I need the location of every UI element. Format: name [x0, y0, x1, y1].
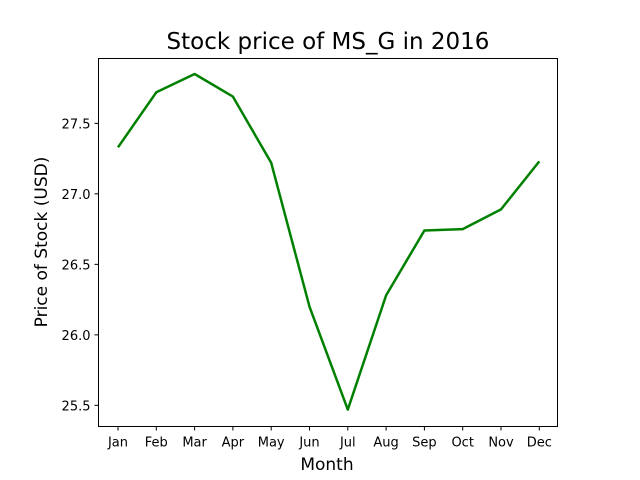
x-tick-label: Mar: [182, 436, 207, 451]
x-tick-label: May: [258, 436, 285, 451]
y-tick-label: 26.5: [62, 258, 91, 273]
x-tick-label: Nov: [488, 436, 514, 451]
x-tick-label: Oct: [451, 436, 473, 451]
y-tick-label: 25.5: [62, 399, 91, 414]
x-tick-label: Jan: [107, 436, 128, 451]
x-axis: Jan Feb Mar Apr May Jun Jul Aug Sep Oct Nov Dec: [107, 426, 552, 451]
x-tick-label: Feb: [145, 436, 168, 451]
chart-title: Stock price of MS_G in 2016: [167, 29, 490, 55]
x-tick-label: Aug: [373, 436, 398, 451]
y-tick-label: 27.5: [62, 117, 91, 132]
x-tick-label: Jul: [339, 436, 356, 451]
x-tick-label: Dec: [527, 436, 552, 451]
series-line: [116, 72, 541, 411]
y-tick-label: 26.0: [62, 329, 91, 344]
plot-area-frame: [98, 58, 558, 427]
series-layer: [116, 72, 541, 411]
x-tick-label: Sep: [412, 436, 437, 451]
x-tick-label: Jun: [298, 436, 319, 451]
x-axis-label: Month: [300, 455, 353, 475]
x-tick-label: Apr: [222, 436, 245, 451]
y-tick-label: 27.0: [62, 188, 91, 203]
y-axis-label: Price of Stock (USD): [32, 157, 52, 328]
y-axis: 25.5 26.0 26.5 27.0 27.5: [62, 117, 99, 414]
